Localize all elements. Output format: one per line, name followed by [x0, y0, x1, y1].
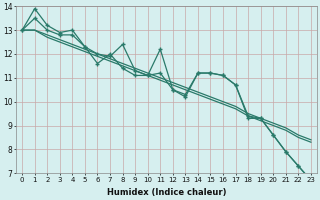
X-axis label: Humidex (Indice chaleur): Humidex (Indice chaleur) — [107, 188, 226, 197]
